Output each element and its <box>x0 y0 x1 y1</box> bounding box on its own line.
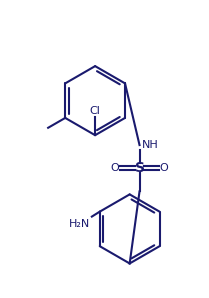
Text: O: O <box>160 163 169 173</box>
Text: Cl: Cl <box>90 106 101 117</box>
Text: S: S <box>135 161 145 175</box>
Text: NH: NH <box>141 140 158 150</box>
Text: H₂N: H₂N <box>69 218 90 229</box>
Text: O: O <box>111 163 119 173</box>
